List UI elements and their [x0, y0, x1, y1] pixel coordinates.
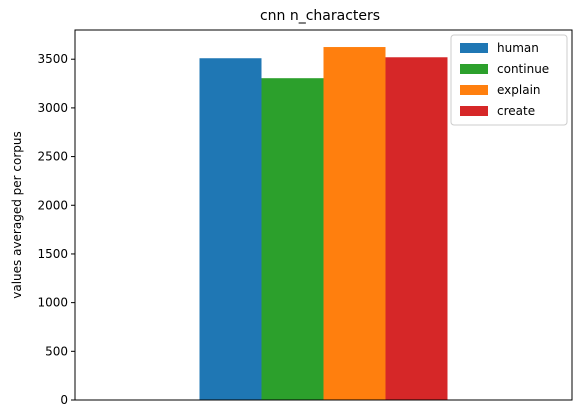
legend: human continue explain create: [450, 34, 568, 126]
legend-box: [450, 34, 568, 126]
legend-swatch-human: [460, 43, 488, 53]
y-tick-label: 3500: [37, 52, 68, 66]
legend-label-human: human: [497, 41, 539, 55]
legend-label-continue: continue: [497, 62, 549, 76]
y-tick-label: 3000: [37, 101, 68, 115]
bar-explain: [323, 47, 386, 400]
legend-swatch-explain: [460, 85, 488, 95]
y-tick-label: 2500: [37, 150, 68, 164]
bars-group: [199, 47, 448, 401]
plot-frame: [74, 29, 573, 401]
legend-label-explain: explain: [497, 83, 541, 97]
y-tick-label: 500: [45, 344, 68, 358]
chart-title: cnn n_characters: [260, 8, 380, 24]
y-tick-label: 1000: [37, 296, 68, 310]
y-tick-label: 0: [60, 393, 68, 407]
legend-swatch-continue: [460, 64, 488, 74]
legend-swatch-create: [460, 106, 488, 116]
y-axis-label: values averaged per corpus: [10, 131, 24, 299]
legend-label-create: create: [497, 104, 535, 118]
bar-continue: [261, 78, 324, 401]
y-tick-label: 1500: [37, 247, 68, 261]
y-tick-label: 2000: [37, 198, 68, 212]
bar-create: [385, 57, 448, 401]
y-axis-ticks: 0 500 1000 1500 2000 2500 3000 3500: [37, 52, 75, 407]
bar-human: [199, 58, 262, 400]
